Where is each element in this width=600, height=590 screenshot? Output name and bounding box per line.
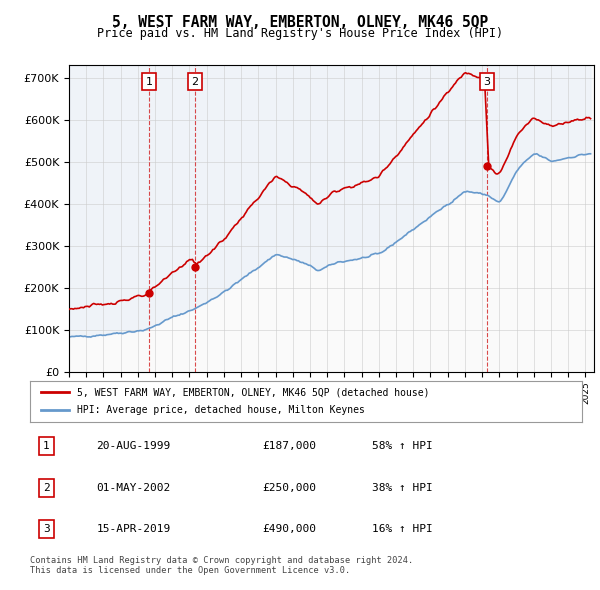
Text: 16% ↑ HPI: 16% ↑ HPI [372, 525, 433, 535]
Text: £490,000: £490,000 [262, 525, 316, 535]
Text: 58% ↑ HPI: 58% ↑ HPI [372, 441, 433, 451]
Text: 38% ↑ HPI: 38% ↑ HPI [372, 483, 433, 493]
Text: 1: 1 [145, 77, 152, 87]
Text: 2: 2 [43, 483, 50, 493]
Text: Contains HM Land Registry data © Crown copyright and database right 2024.
This d: Contains HM Land Registry data © Crown c… [30, 556, 413, 575]
Text: 2: 2 [191, 77, 199, 87]
Text: HPI: Average price, detached house, Milton Keynes: HPI: Average price, detached house, Milt… [77, 405, 365, 415]
Text: 15-APR-2019: 15-APR-2019 [96, 525, 170, 535]
Text: 5, WEST FARM WAY, EMBERTON, OLNEY, MK46 5QP (detached house): 5, WEST FARM WAY, EMBERTON, OLNEY, MK46 … [77, 387, 430, 397]
Text: 5, WEST FARM WAY, EMBERTON, OLNEY, MK46 5QP: 5, WEST FARM WAY, EMBERTON, OLNEY, MK46 … [112, 15, 488, 30]
Text: £187,000: £187,000 [262, 441, 316, 451]
Text: Price paid vs. HM Land Registry's House Price Index (HPI): Price paid vs. HM Land Registry's House … [97, 27, 503, 40]
Text: 1: 1 [43, 441, 50, 451]
Text: 3: 3 [43, 525, 50, 535]
Text: 20-AUG-1999: 20-AUG-1999 [96, 441, 170, 451]
Text: £250,000: £250,000 [262, 483, 316, 493]
Text: 01-MAY-2002: 01-MAY-2002 [96, 483, 170, 493]
Text: 3: 3 [484, 77, 491, 87]
